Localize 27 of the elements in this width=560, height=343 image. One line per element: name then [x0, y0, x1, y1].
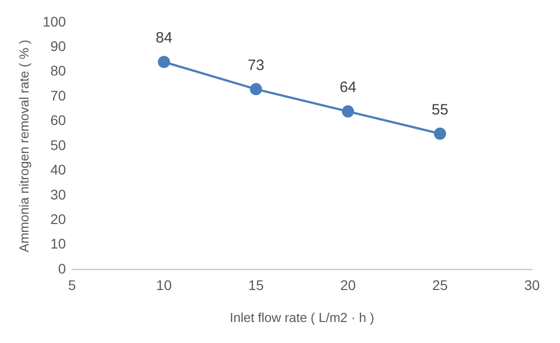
y-tick-label: 60: [50, 112, 66, 128]
data-label: 64: [340, 79, 356, 96]
y-tick-label: 50: [50, 136, 66, 153]
y-tick-label: 20: [50, 211, 66, 228]
point: [434, 128, 446, 140]
y-tick-label: 90: [50, 38, 66, 54]
x-tick-label: 30: [524, 276, 540, 293]
data-label: 84: [156, 30, 172, 47]
x-tick-label: 25: [432, 276, 448, 293]
y-axis-title: Ammonia nitrogen removal rate ( % ): [16, 40, 32, 252]
y-tick-label: 70: [50, 87, 66, 104]
x-tick-label: 10: [156, 276, 172, 293]
y-tick-label: 40: [50, 162, 66, 178]
data-label: 55: [432, 101, 448, 118]
y-tick-label: 10: [50, 236, 66, 252]
y-tick-label: 80: [50, 62, 66, 79]
point: [158, 56, 170, 68]
x-tick-label: 20: [340, 276, 356, 293]
x-tick-label: 5: [68, 276, 76, 293]
y-tick-label: 0: [58, 260, 66, 276]
point: [342, 105, 354, 118]
point: [250, 83, 262, 96]
y-tick-label: 100: [42, 13, 66, 30]
y-tick-label: 30: [50, 186, 66, 202]
x-axis-title: Inlet flow rate ( L/m2 · h ): [230, 310, 374, 325]
data-label: 73: [248, 56, 264, 74]
x-tick-label: 15: [248, 276, 264, 293]
